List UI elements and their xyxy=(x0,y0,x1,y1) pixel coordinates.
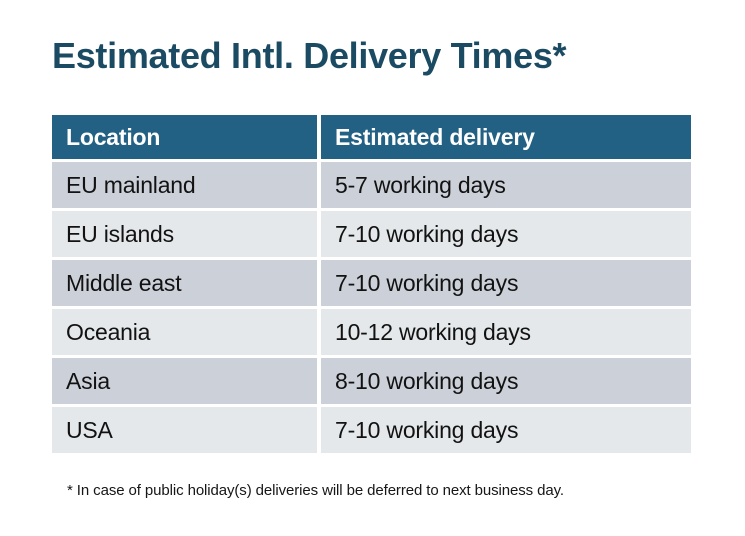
cell-location: EU islands xyxy=(52,211,317,257)
table-row: EU islands 7-10 working days xyxy=(52,211,691,257)
cell-location: EU mainland xyxy=(52,162,317,208)
cell-location: USA xyxy=(52,407,317,453)
footnote-text: * In case of public holiday(s) deliverie… xyxy=(67,482,564,499)
cell-delivery: 7-10 working days xyxy=(321,211,691,257)
cell-delivery: 5-7 working days xyxy=(321,162,691,208)
page-title: Estimated Intl. Delivery Times* xyxy=(52,35,567,76)
table-row: USA 7-10 working days xyxy=(52,407,691,453)
column-header-location: Location xyxy=(52,115,317,159)
table-header: Location Estimated delivery xyxy=(52,115,691,159)
table-row: EU mainland 5-7 working days xyxy=(52,162,691,208)
cell-location: Middle east xyxy=(52,260,317,306)
cell-delivery: 7-10 working days xyxy=(321,407,691,453)
cell-location: Asia xyxy=(52,358,317,404)
table-header-row: Location Estimated delivery xyxy=(52,115,691,159)
estimated-delivery-times-table: Location Estimated delivery EU mainland … xyxy=(48,112,695,456)
cell-location: Oceania xyxy=(52,309,317,355)
cell-delivery: 10-12 working days xyxy=(321,309,691,355)
cell-delivery: 7-10 working days xyxy=(321,260,691,306)
table-row: Oceania 10-12 working days xyxy=(52,309,691,355)
table-row: Asia 8-10 working days xyxy=(52,358,691,404)
cell-delivery: 8-10 working days xyxy=(321,358,691,404)
table-body: EU mainland 5-7 working days EU islands … xyxy=(52,162,691,453)
table-row: Middle east 7-10 working days xyxy=(52,260,691,306)
column-header-estimated-delivery: Estimated delivery xyxy=(321,115,691,159)
